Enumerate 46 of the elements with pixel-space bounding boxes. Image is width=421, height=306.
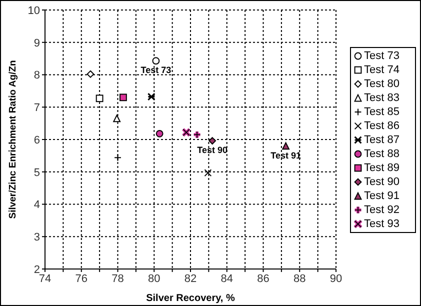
point: [86, 70, 94, 78]
y-tick-label: 4: [34, 199, 40, 212]
x-tick-label: 82: [184, 272, 197, 285]
point: [208, 137, 216, 144]
legend-label: Test 89: [364, 162, 400, 174]
y-tick-label: 2: [34, 264, 40, 276]
y-tick-label: 5: [34, 166, 40, 179]
y-tick-label: 7: [34, 102, 40, 114]
point: [204, 169, 212, 177]
x-axis-title: Silver Recovery, %: [146, 293, 235, 304]
point: [282, 142, 290, 150]
point: [156, 130, 164, 138]
point: [147, 92, 156, 101]
x-tick-label: 90: [330, 272, 342, 285]
x-tick-label: 88: [294, 272, 306, 285]
point: [96, 94, 104, 102]
x-tick-label: 84: [220, 272, 233, 285]
y-tick-label: 6: [34, 134, 40, 146]
x-tick-label: 78: [112, 272, 124, 285]
annotation: Test 90: [197, 145, 228, 156]
y-tick-label: 10: [28, 4, 40, 17]
x-tick-label: 76: [75, 272, 88, 285]
legend-label: Test 92: [364, 204, 400, 216]
x-tick-label: 80: [148, 272, 160, 285]
legend-label: Test 87: [364, 134, 400, 146]
legend-label: Test 83: [364, 92, 400, 104]
legend-label: Test 74: [364, 64, 400, 76]
annotation: Test 73: [140, 65, 172, 76]
legend-label: Test 85: [364, 106, 400, 118]
y-tick-label: 8: [34, 70, 40, 82]
legend-label: Test 86: [364, 120, 400, 132]
point: [120, 94, 127, 102]
legend-label: Test 91: [364, 190, 400, 202]
point: [113, 114, 121, 122]
legend-label: Test 73: [364, 50, 400, 62]
legend-label: Test 88: [364, 148, 400, 160]
y-tick-label: 9: [34, 37, 40, 50]
x-tick-label: 86: [257, 272, 270, 285]
legend-label: Test 80: [364, 78, 400, 90]
y-tick-label: 3: [34, 232, 40, 244]
point: [152, 57, 160, 65]
legend-label: Test 90: [364, 176, 400, 188]
legend-label: Test 93: [364, 218, 400, 230]
x-tick-label: 74: [38, 272, 52, 285]
y-axis-title: Silver/Zinc Enrichment Ratio Ag/Zn: [8, 60, 18, 219]
annotation: Test 91: [270, 150, 301, 160]
